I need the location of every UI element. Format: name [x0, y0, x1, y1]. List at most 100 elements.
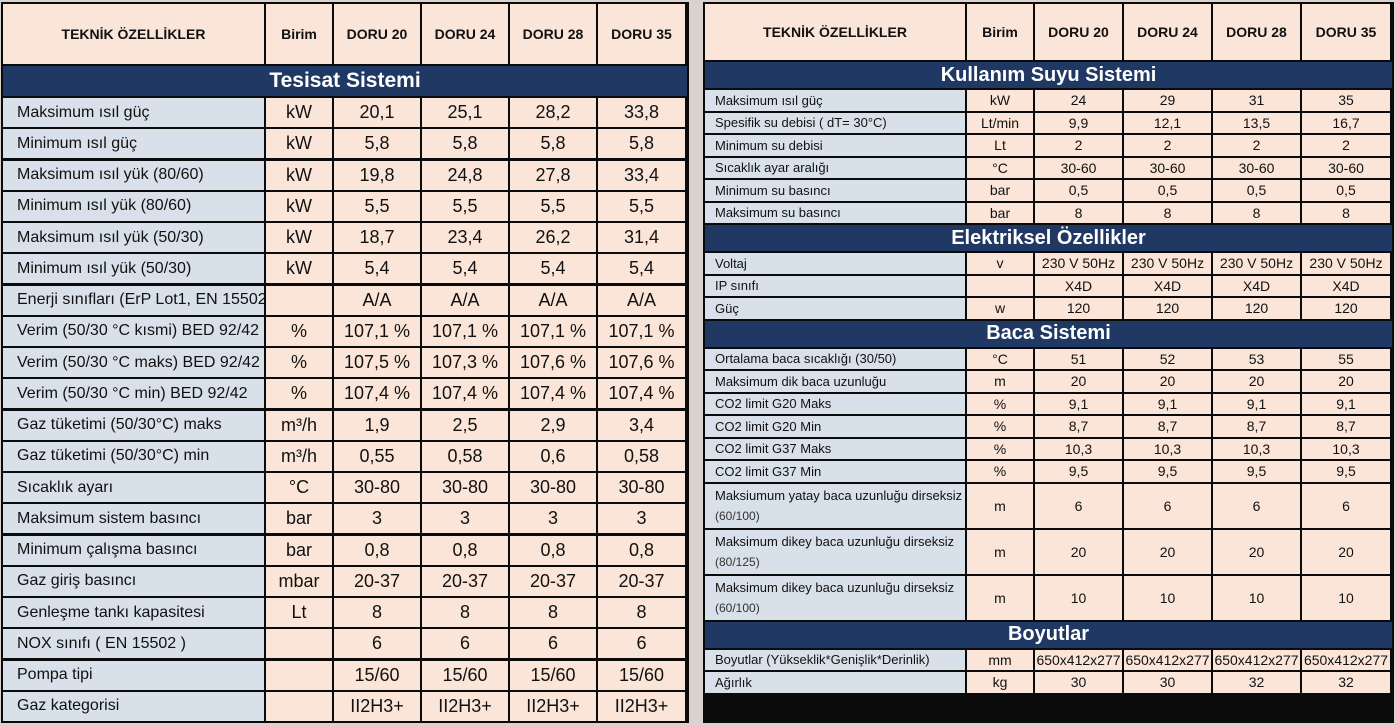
row-unit: %	[967, 461, 1033, 482]
table-row: Maksimum ısıl yük (50/30) kW 18,7 23,4 26,2 3…	[3, 223, 687, 252]
row-unit: m³/h	[266, 441, 332, 471]
row-value: 2	[1124, 135, 1211, 156]
row-label: Spesifik su debisi ( dT= 30°C)	[705, 112, 965, 133]
row-value: 1,9	[334, 410, 420, 440]
table-row: Maksimum dik baca uzunluğu m 20 20 20 20	[705, 371, 1392, 392]
row-label-subtext: (60/100)	[715, 600, 760, 615]
row-label: Pompa tipi	[3, 660, 264, 690]
row-value: 230 V 50Hz	[1213, 253, 1300, 274]
row-unit	[967, 275, 1033, 296]
row-label: CO2 limit G37 Min	[705, 461, 965, 482]
row-unit: %	[266, 316, 332, 346]
row-value: 30-60	[1213, 157, 1300, 178]
row-value: 51	[1035, 348, 1122, 369]
table-row: Spesifik su debisi ( dT= 30°C) Lt/min 9,9 1…	[705, 112, 1392, 133]
row-value: A/A	[334, 285, 420, 315]
row-value: 20,1	[334, 98, 420, 127]
row-value: 0,8	[510, 535, 596, 565]
row-value: 30-60	[1035, 157, 1122, 178]
row-value: 650x412x277	[1302, 649, 1390, 670]
row-unit: m	[967, 575, 1033, 620]
table-row: Gaz tüketimi (50/30°C) min m³/h 0,55 0,58 0,…	[3, 441, 687, 471]
row-value: 8	[598, 598, 685, 627]
row-unit: kW	[266, 254, 332, 284]
row-label: Maksimum su basıncı	[705, 202, 965, 223]
row-value: 30-80	[334, 473, 420, 502]
row-value: 33,8	[598, 98, 685, 127]
row-value: 0,58	[422, 441, 508, 471]
table-row: Boyutlar (Yükseklik*Genişlik*Derinlik) mm…	[705, 649, 1392, 670]
row-value: 9,5	[1035, 461, 1122, 482]
row-value: 32	[1302, 672, 1390, 693]
row-value: 31,4	[598, 223, 685, 252]
row-value: 5,5	[510, 191, 596, 221]
row-value: 8	[422, 598, 508, 627]
row-value: 30-60	[1124, 157, 1211, 178]
row-value: 2,5	[422, 410, 508, 440]
table-row: Gaz kategorisi II2H3+ II2H3+ II2H3+ II2H3+	[3, 691, 687, 721]
row-label-text: Maksiumum yatay baca uzunluğu dirseksiz	[715, 487, 963, 503]
row-unit: kW	[266, 129, 332, 159]
table-row: CO2 limit G37 Min% 9,5 9,5 9,5 9,5	[705, 461, 1392, 482]
header-doru28: DORU 28	[510, 4, 596, 64]
row-value: 52	[1124, 348, 1211, 369]
row-label: Minimum su basıncı	[705, 180, 965, 201]
row-value: 6	[510, 629, 596, 659]
row-value: 8,7	[1213, 416, 1300, 437]
row-label: CO2 limit G20 Maks	[705, 393, 965, 414]
row-label: Maksimum dikey baca uzunluğu dirseksiz (8…	[705, 529, 965, 574]
row-value: II2H3+	[422, 691, 508, 721]
row-value: 32	[1213, 672, 1300, 693]
row-value: 3,4	[598, 410, 685, 440]
row-value: 20	[1302, 371, 1390, 392]
table-row: Minimum ısıl yük (50/30) kW 5,4 5,4 5,4 5,4	[3, 254, 687, 284]
row-value: 0,5	[1213, 180, 1300, 201]
section-title: Tesisat Sistemi	[3, 66, 687, 96]
row-value: 15/60	[598, 660, 685, 690]
section-title: Boyutlar	[705, 621, 1392, 648]
table-row: Maksimum su basıncı bar 8 8 8 8	[705, 202, 1392, 223]
row-value: 107,4 %	[598, 379, 685, 409]
table-row: Maksimum dikey baca uzunluğu dirseksiz (8…	[705, 529, 1392, 574]
row-value: 9,1	[1302, 393, 1390, 414]
row-value: 30-60	[1302, 157, 1390, 178]
row-unit: kg	[967, 672, 1033, 693]
section-title: Baca Sistemi	[705, 320, 1392, 347]
dhw-electric-flue-spec-table: TEKNİK ÖZELLİKLER Birim DORU 20 DORU 24 …	[703, 2, 1394, 723]
table-row: Minimum çalışma basıncı bar 0,8 0,8 0,8 0,8	[3, 535, 687, 565]
table-row: Ortalama baca sıcaklığı (30/50) °C 51 52 53 5…	[705, 348, 1392, 369]
row-unit: %	[967, 438, 1033, 459]
row-value: 107,3 %	[422, 348, 508, 377]
row-unit: m	[967, 483, 1033, 528]
row-value: 107,6 %	[510, 348, 596, 377]
table-row: CO2 limit G20 Maks% 9,1 9,1 9,1 9,1	[705, 393, 1392, 414]
row-value: 10,3	[1302, 438, 1390, 459]
row-unit: bar	[266, 535, 332, 565]
table-row: Gaz giriş basıncı mbar 20-37 20-37 20-37 20-3…	[3, 566, 687, 596]
row-value: 650x412x277	[1213, 649, 1300, 670]
row-value: 55	[1302, 348, 1390, 369]
row-value: 13,5	[1213, 112, 1300, 133]
row-value: 650x412x277	[1035, 649, 1122, 670]
row-value: 29	[1124, 90, 1211, 111]
row-value: 20-37	[598, 566, 685, 596]
header-spec: TEKNİK ÖZELLİKLER	[3, 4, 264, 64]
row-value: 9,5	[1124, 461, 1211, 482]
row-value: 0,58	[598, 441, 685, 471]
row-unit: %	[967, 416, 1033, 437]
row-value: 10	[1302, 575, 1390, 620]
row-value: 27,8	[510, 160, 596, 190]
row-unit: m³/h	[266, 410, 332, 440]
row-value: 3	[510, 504, 596, 534]
table-row: Voltaj v 230 V 50Hz 230 V 50Hz 230 V 50Hz 230…	[705, 253, 1392, 274]
row-unit: mbar	[266, 566, 332, 596]
row-label: Maksimum ısıl yük (80/60)	[3, 160, 264, 190]
row-value: 107,1 %	[510, 316, 596, 346]
row-value: 6	[1213, 483, 1300, 528]
row-unit: mm	[967, 649, 1033, 670]
row-value: 5,8	[422, 129, 508, 159]
row-value: 30-80	[422, 473, 508, 502]
row-value: 107,4 %	[422, 379, 508, 409]
header-doru20: DORU 20	[1035, 4, 1122, 60]
row-value: 5,5	[598, 191, 685, 221]
